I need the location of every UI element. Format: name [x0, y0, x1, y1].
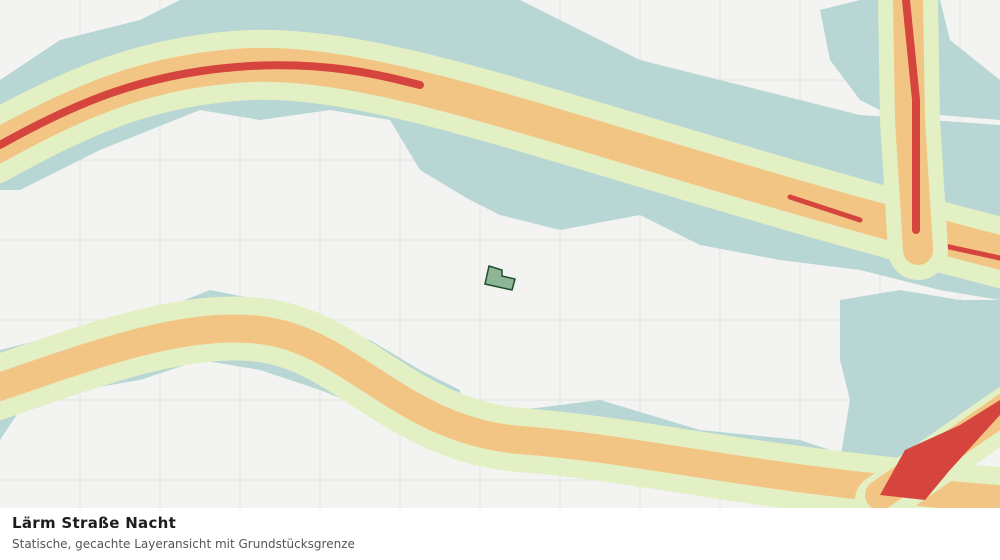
noise-zone-max	[0, 61, 424, 149]
parcel-boundary	[484, 265, 516, 291]
map	[0, 0, 1000, 508]
noise-zone-high	[0, 314, 1000, 508]
caption: Lärm Straße Nacht Statische, gecachte La…	[0, 508, 1000, 560]
caption-title: Lärm Straße Nacht	[12, 514, 177, 532]
caption-subtitle: Statische, gecachte Layeransicht mit Gru…	[12, 537, 355, 551]
noise-zone-max	[880, 400, 1000, 500]
noise-zone-max	[787, 194, 1000, 261]
noise-zone-max	[902, 0, 920, 234]
